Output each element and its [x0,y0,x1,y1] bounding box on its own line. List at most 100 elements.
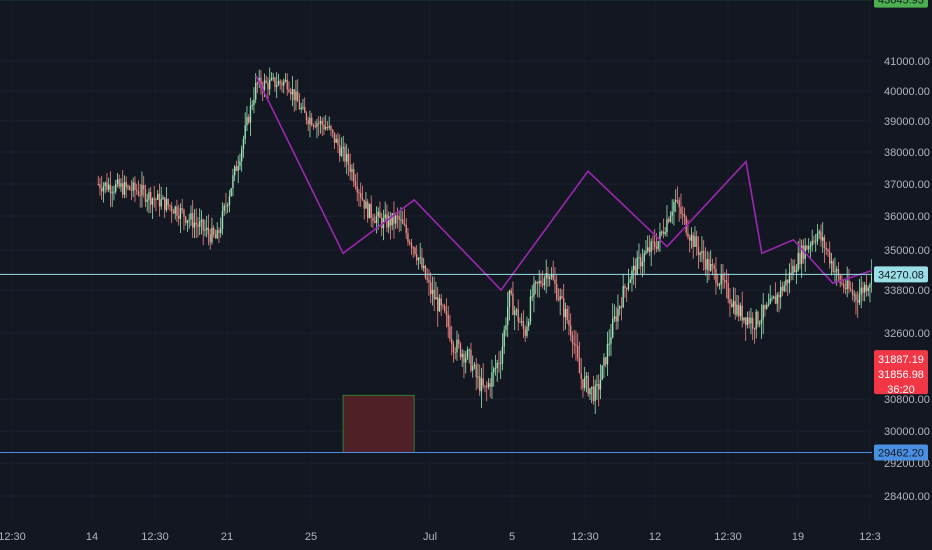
candle-body [389,216,392,226]
bar-countdown-label: 36:20 [887,384,915,396]
candle-body [316,123,318,127]
candle-body [370,203,372,218]
candle-body [344,147,346,162]
candle-body [510,290,512,294]
candle-body [668,219,670,222]
demand-zone [342,394,415,454]
candle-body [591,386,593,389]
candle-body [841,283,843,285]
candle-body [661,231,663,233]
candle-body [426,277,428,281]
time-tick-label: 12:3 [859,531,880,543]
candle-body [531,296,533,298]
candle-body [463,353,465,363]
price-tick-label: 38000.00 [884,147,930,159]
candle-body [587,375,589,395]
candle-body [678,200,680,208]
candle-body [283,81,285,86]
candle-body [225,205,227,207]
candle-body [340,148,343,156]
candle-body [592,386,595,401]
candle-body [323,125,325,130]
candle-body [843,283,845,288]
candle-body [144,189,147,202]
zigzag-pattern-line[interactable] [255,75,932,322]
candle-body [550,274,553,278]
candle-body [214,234,217,239]
price-tick-label: 28400.00 [884,491,930,503]
candle-body [461,353,463,358]
candle-body [501,346,504,364]
candle-body [472,366,474,371]
candle-body [622,285,624,308]
candle-body [176,206,178,216]
candle-body [627,282,630,289]
candle-body [809,245,812,247]
candle-body [148,192,150,200]
candle-body [844,287,847,290]
candle-body [279,81,281,84]
candle-body [202,219,204,231]
candle-body [470,349,472,371]
candle-body [715,269,717,284]
candle-body [570,325,572,336]
candle-body [416,254,418,261]
candle-body [297,91,299,102]
time-tick-label: 21 [221,531,233,543]
candle-body [265,80,267,83]
candle-body [634,265,637,275]
candle-body [760,319,763,324]
candle-body [239,161,241,166]
candle-body [559,296,561,300]
candle-body [199,221,201,227]
candle-body [720,273,722,285]
candle-body [713,265,715,270]
candle-body [475,364,477,378]
price-axis-badges: 43045.93 34270.08 29462.20 31887.19 31856.98… [874,0,928,461]
candle-body [778,294,780,298]
price-tick-label: 33800.00 [884,285,930,297]
candle-body [185,216,187,223]
candle-body [767,304,770,306]
candle-body [759,323,761,325]
candle-body [792,265,794,275]
candle-body [431,289,434,294]
candle-body [113,191,115,193]
candle-body [790,272,792,275]
candle-body [757,311,759,325]
candle-body [519,321,521,323]
price-axis-panel[interactable] [872,0,932,520]
candle-body [619,306,621,309]
candle-body [290,91,292,95]
candle-body [298,101,301,110]
candle-body [395,215,397,224]
candle-body [365,201,367,209]
candle-body [764,305,766,309]
candle-body [141,184,143,196]
candle-body [547,273,549,280]
candle-body [302,106,304,109]
candle-body [388,216,390,228]
candle-body [248,116,250,123]
candle-body [158,193,161,207]
time-tick-label: 12 [649,531,661,543]
candle-body [851,290,854,295]
candle-body [857,300,859,303]
candle-body [774,296,777,304]
candle-body [489,383,491,387]
candle-body [732,301,735,307]
candle-body [179,208,182,219]
candle-body [312,125,315,127]
candle-body [629,279,631,283]
candle-body [794,265,796,273]
candle-body [496,362,498,369]
candle-body [599,379,602,390]
price-level-badge [874,444,928,461]
candle-body [326,126,329,128]
candle-body [690,234,693,241]
candle-body [130,189,133,191]
candle-body [624,285,626,289]
candle-body [319,120,322,124]
price-axis-ticks: 41000.00 40000.00 39000.00 38000.00 37000.00… [884,56,930,503]
